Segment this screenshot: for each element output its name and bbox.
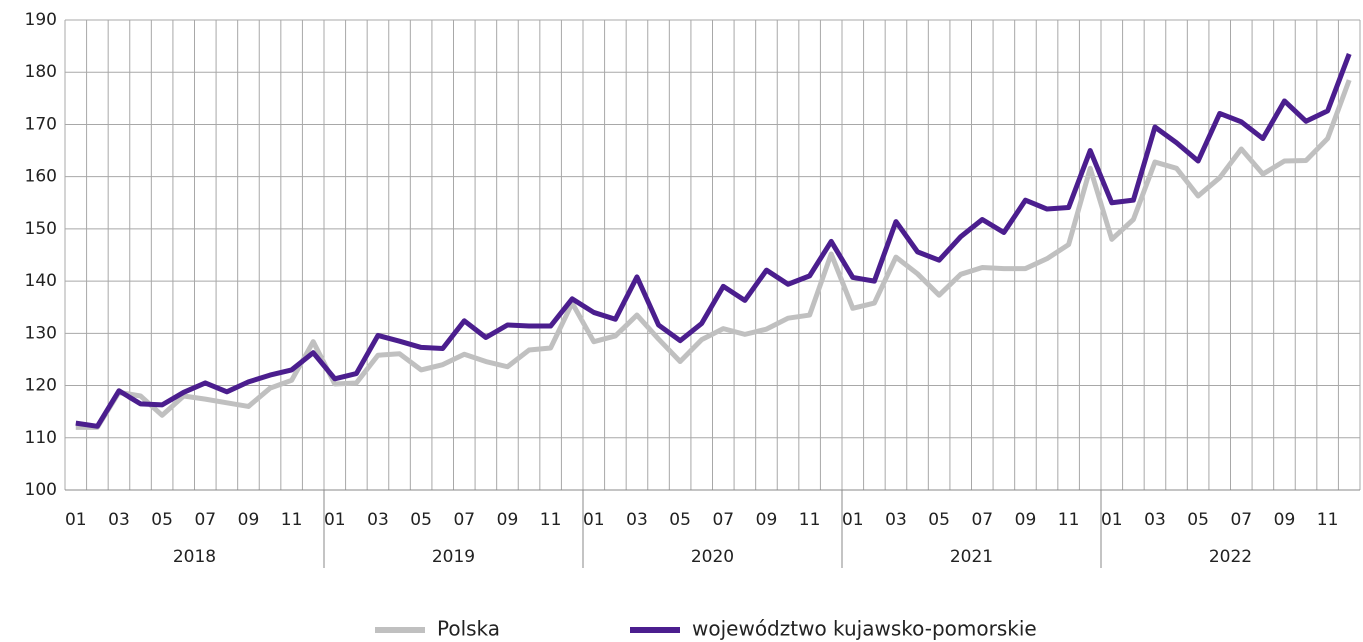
x-tick-label: 11 [281, 510, 303, 530]
x-tick-label: 01 [65, 510, 87, 530]
x-tick-label: 05 [151, 510, 173, 530]
x-tick-label: 03 [885, 510, 907, 530]
x-tick-label: 07 [712, 510, 734, 530]
x-tick-label: 03 [367, 510, 389, 530]
x-tick-label: 09 [1274, 510, 1296, 530]
x-tick-label: 07 [1230, 510, 1252, 530]
series-line [75, 79, 1352, 430]
x-tick-label: 09 [497, 510, 519, 530]
group-label: 2020 [691, 547, 734, 567]
x-tick-label: 01 [583, 510, 605, 530]
y-tick-label: 190 [25, 10, 57, 30]
y-tick-label: 130 [25, 323, 57, 343]
x-tick-label: 05 [1187, 510, 1209, 530]
group-label: 2019 [432, 547, 475, 567]
group-label: 2022 [1209, 547, 1252, 567]
x-tick-label: 09 [1015, 510, 1037, 530]
x-tick-label: 03 [108, 510, 130, 530]
y-tick-label: 160 [25, 167, 57, 187]
y-tick-label: 120 [25, 376, 57, 396]
x-tick-label: 07 [971, 510, 993, 530]
x-tick-label: 05 [410, 510, 432, 530]
x-tick-label: 05 [669, 510, 691, 530]
x-tick-label: 07 [194, 510, 216, 530]
x-tick-label: 09 [238, 510, 260, 530]
x-tick-label: 01 [1101, 510, 1123, 530]
x-tick-label: 11 [799, 510, 821, 530]
legend-label: województwo kujawsko-pomorskie [692, 617, 1037, 641]
x-tick-label: 05 [928, 510, 950, 530]
y-tick-label: 170 [25, 114, 57, 134]
x-tick-label: 09 [756, 510, 778, 530]
x-tick-label: 01 [842, 510, 864, 530]
x-tick-label: 01 [324, 510, 346, 530]
group-label: 2018 [173, 547, 216, 567]
x-tick-label: 11 [540, 510, 562, 530]
x-tick-label: 11 [1317, 510, 1339, 530]
x-tick-label: 11 [1058, 510, 1080, 530]
x-tick-label: 07 [453, 510, 475, 530]
y-tick-label: 100 [25, 480, 57, 500]
y-tick-label: 150 [25, 219, 57, 239]
y-tick-label: 140 [25, 271, 57, 291]
legend-label: Polska [437, 617, 500, 641]
x-tick-label: 03 [1144, 510, 1166, 530]
group-label: 2021 [950, 547, 993, 567]
y-tick-label: 180 [25, 62, 57, 82]
y-tick-label: 110 [25, 428, 57, 448]
x-tick-label: 03 [626, 510, 648, 530]
series-line [75, 53, 1352, 429]
